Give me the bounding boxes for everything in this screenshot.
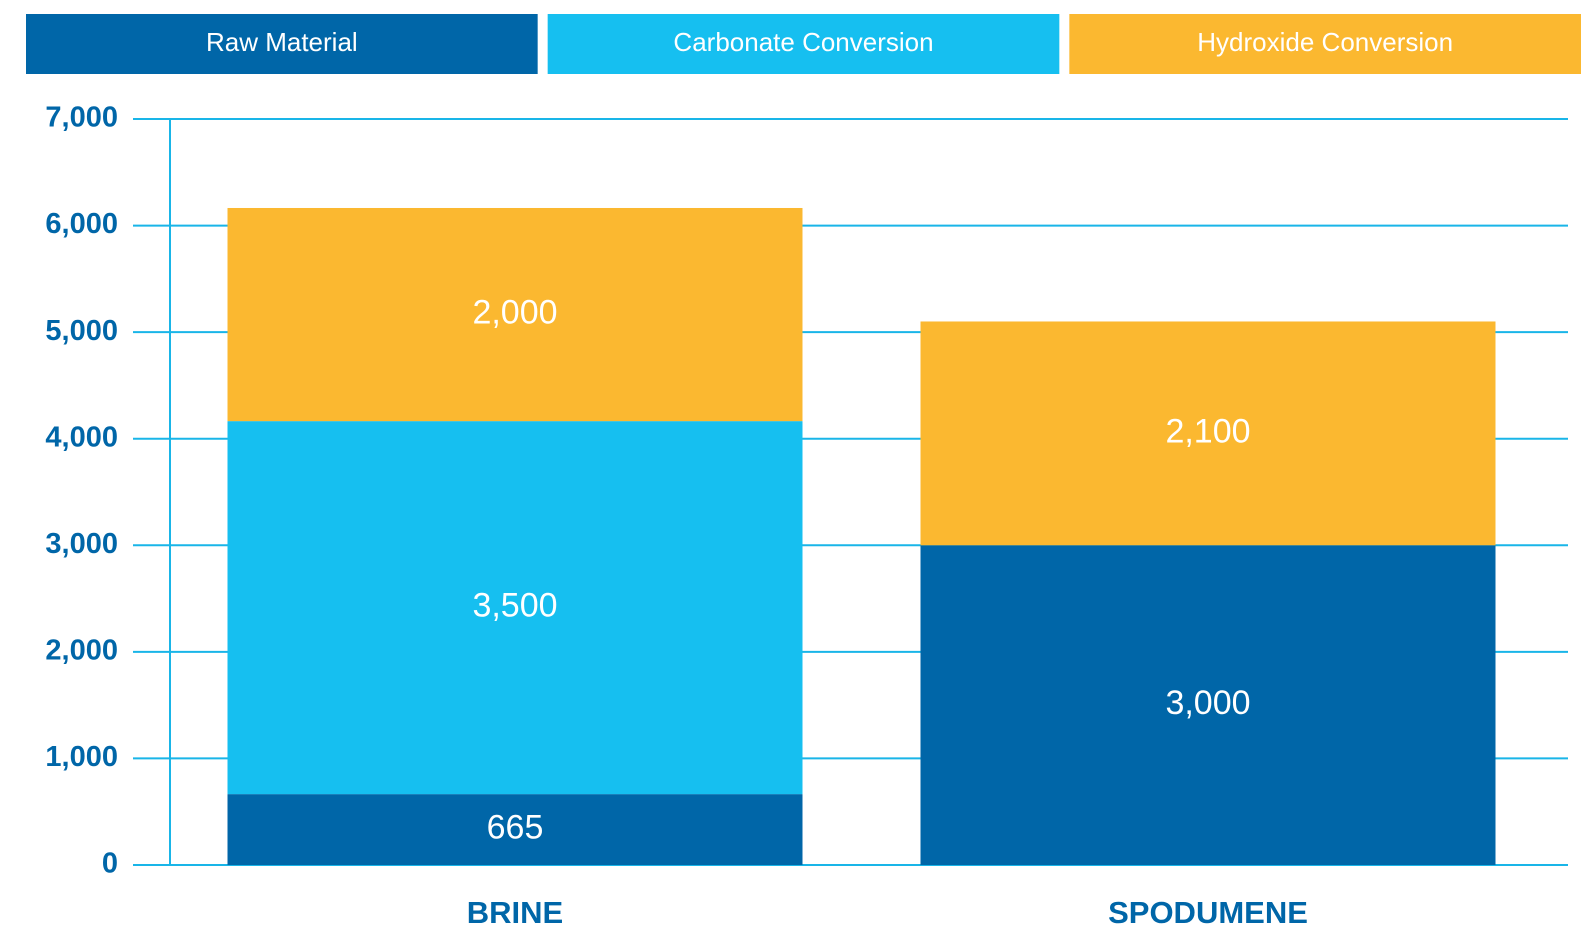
bar-segment (227, 421, 803, 795)
data-label: 665 (487, 809, 544, 847)
y-tick-label: 6,000 (45, 208, 118, 240)
legend-label: Raw Material (206, 27, 358, 57)
y-tick-label: 2,000 (45, 635, 118, 667)
bar-segment (227, 794, 803, 865)
y-tick-label: 0 (102, 848, 118, 880)
x-tick-label: SPODUMENE (1108, 895, 1308, 930)
legend-swatch (1069, 14, 1581, 74)
data-label: 2,000 (472, 294, 557, 332)
legend-swatch (547, 14, 1060, 74)
y-tick-label: 1,000 (45, 741, 118, 773)
legend-label: Hydroxide Conversion (1197, 27, 1453, 57)
y-tick-label: 4,000 (45, 421, 118, 453)
data-label: 3,000 (1165, 684, 1250, 722)
legend-swatch (26, 14, 538, 74)
y-tick-label: 3,000 (45, 528, 118, 560)
y-tick-label: 7,000 (45, 102, 118, 134)
legend-label: Carbonate Conversion (673, 27, 933, 57)
x-tick-label: BRINE (467, 895, 563, 930)
bar-segment (920, 545, 1496, 865)
bar-segment (920, 321, 1496, 546)
data-label: 2,100 (1165, 412, 1250, 450)
y-tick-label: 5,000 (45, 315, 118, 347)
bar-segment (227, 207, 803, 422)
data-label: 3,500 (472, 587, 557, 625)
